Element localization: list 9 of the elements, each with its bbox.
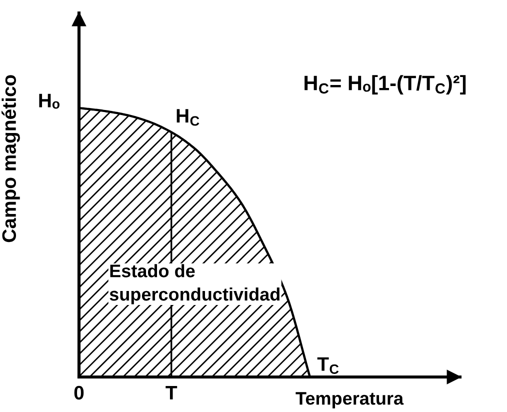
x-axis-title: Temperatura — [296, 392, 404, 408]
x-tick-label: T — [166, 386, 178, 400]
annotation: H$_{C}$ — [176, 109, 200, 126]
x-tick-label: 0 — [74, 386, 84, 400]
y-axis-title: Campo magnético — [2, 75, 20, 242]
text: H$_{C}$= Hₒ[1-(T/T$_{C}$)²] — [304, 75, 466, 94]
annotation: T$_{C}$ — [317, 357, 339, 374]
annotation: Estado de superconductividad — [110, 264, 280, 304]
text: Hₒ — [39, 94, 60, 109]
